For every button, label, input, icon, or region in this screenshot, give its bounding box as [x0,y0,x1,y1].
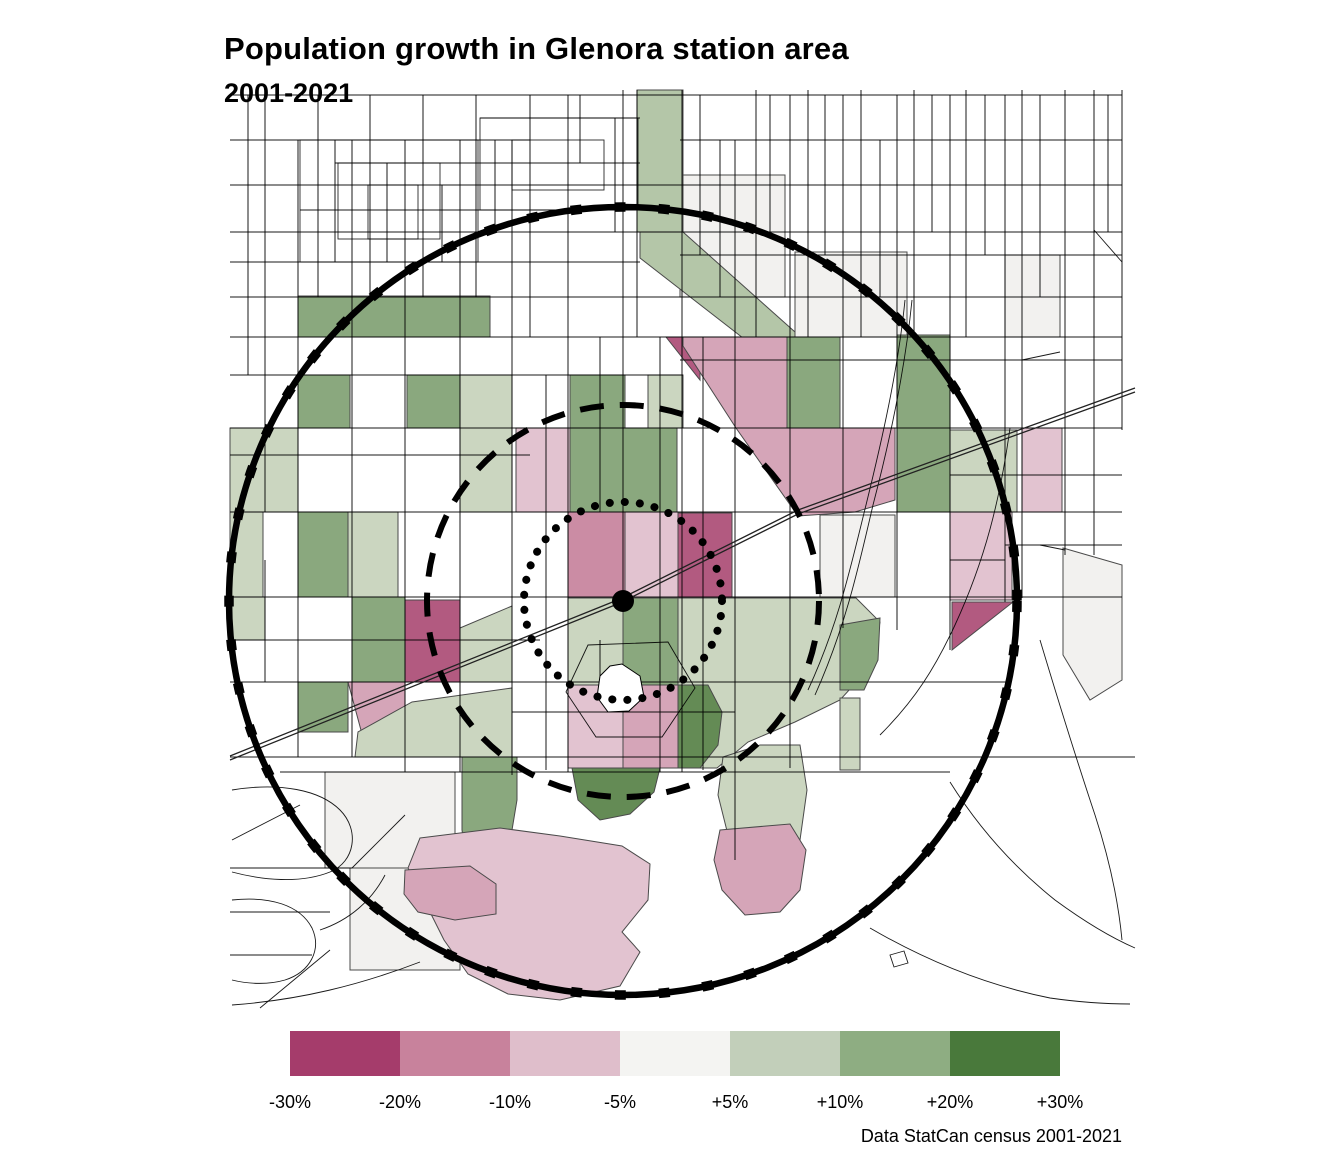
census-block [713,823,807,916]
census-block [677,684,723,769]
census-block [794,251,908,338]
street-block-outline [511,139,605,191]
legend-label: +20% [926,1092,974,1112]
legend-label: -5% [603,1092,637,1112]
census-block [567,511,626,599]
census-block [297,374,351,429]
page-title: Population growth in Glenora station are… [224,30,849,66]
street-curve [1093,229,1123,263]
legend-label: +5% [711,1092,749,1112]
street-curve [949,781,1136,949]
street-curve [869,927,1131,1005]
street-curve [889,950,909,968]
street-curve [565,641,696,738]
street-block-outline [367,184,419,240]
street-curve [1021,351,1061,361]
census-block [949,511,1013,601]
legend-label: +10% [816,1092,864,1112]
census-block [459,374,513,513]
legend-label: -30% [268,1092,312,1112]
ring-outer-texture [224,202,1022,1000]
data-source-caption: Data StatCan census 2001-2021 [860,1126,1122,1146]
street-curve [351,814,406,869]
legend-swatch [730,1031,840,1076]
legend-label: -20% [378,1092,422,1112]
census-block [297,511,349,598]
census-block [297,681,349,733]
legend-label: +30% [1036,1092,1084,1112]
census-block [1004,254,1061,338]
census-block [403,865,497,921]
page-subtitle: 2001-2021 [224,78,354,109]
census-block [786,336,841,429]
census-block [459,605,513,683]
street-curve [231,898,316,984]
census-block [839,697,861,771]
legend-swatch [510,1031,620,1076]
street-curve [814,299,913,696]
census-block [569,374,626,429]
street-block-outline [337,162,441,240]
stream [1232,997,1292,1000]
ring-inner [520,498,726,704]
legend-labels: -30% -20% -10% -5% +5% +10% +20% +30% [0,1092,1344,1116]
map-layer [229,89,1292,1009]
street-curve [1039,639,1123,941]
street-curve [231,786,353,881]
station-dot [612,590,634,612]
legend-swatch [840,1031,950,1076]
street-curve [231,961,421,1006]
street-curve [1039,544,1066,551]
census-block [819,514,896,598]
street-curve [259,949,331,1009]
census-block [406,374,461,429]
legend-color-bar [290,1031,1060,1076]
legend-swatch [400,1031,510,1076]
legend-swatch [950,1031,1060,1076]
street-block-outline [299,139,479,263]
legend-swatch [290,1031,400,1076]
census-block [1062,547,1123,701]
census-block [839,617,881,691]
census-block [896,334,951,513]
census-block [1021,427,1063,513]
street-block-outline [479,117,639,211]
ring-middle [424,402,822,800]
census-block [347,511,399,598]
census-block [951,601,1015,652]
census-block [647,374,684,429]
census-block [515,427,571,513]
census-block [297,295,491,338]
census-block [229,596,266,641]
street-curve [319,874,386,931]
street-curve [807,299,906,691]
legend-label: -10% [488,1092,532,1112]
legend-swatch [620,1031,730,1076]
census-block [624,511,679,599]
